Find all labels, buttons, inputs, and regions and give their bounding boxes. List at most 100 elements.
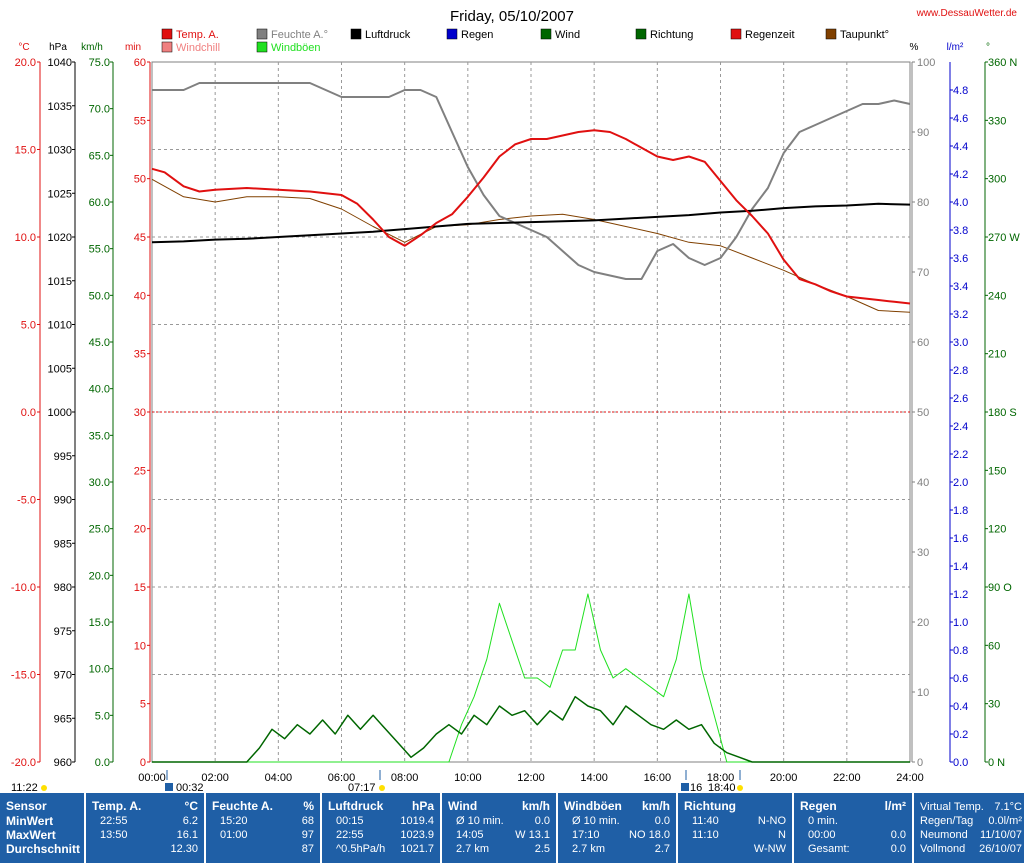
tick-label-wind: 40.0 <box>89 384 110 396</box>
sun-icon <box>379 785 385 791</box>
tick-label-rain: 3.4 <box>953 281 968 293</box>
tick-label-humidity: 80 <box>917 197 929 209</box>
tick-label-rain: 3.2 <box>953 309 968 321</box>
tick-label-direction: 360 N <box>988 57 1017 69</box>
legend: Temp. A.Windchill Feuchte A.°Windböen Luft… <box>161 28 889 54</box>
x-tick-label: 22:00 <box>833 772 861 784</box>
chart-title: Friday, 05/10/2007 <box>450 8 574 25</box>
tick-label-pressure: 960 <box>54 757 72 769</box>
panel-misc-value: 7.1°C <box>994 801 1022 813</box>
unit-wind: km/h <box>81 42 103 53</box>
panel-time: 2.7 km <box>456 843 490 855</box>
timeline-mark: 11:22 <box>11 782 38 793</box>
panel-value: 1023.9 <box>400 829 434 841</box>
panel-row-label: MaxWert <box>6 828 56 842</box>
tick-label-wind: 5.0 <box>95 710 110 722</box>
panel-time: 00:15 <box>336 815 364 827</box>
tick-label-temp: -5.0 <box>17 495 36 507</box>
tick-label-wind: 70.0 <box>89 104 110 116</box>
panel-col-direction: Richtung 11:40 N-NO 11:10 N W-NW <box>678 793 794 863</box>
panel-value: 12.30 <box>170 843 198 855</box>
tick-label-temp: 0.0 <box>21 407 36 419</box>
tick-label-rain: 0.8 <box>953 645 968 657</box>
timeline-mark: 00:32 <box>176 782 204 793</box>
panel-col-sensor: Sensor MinWert MaxWert Durchschnitt <box>0 793 86 863</box>
tick-label-pressure: 1010 <box>48 320 72 332</box>
tick-label-direction: 210 <box>988 349 1006 361</box>
panel-title: Luftdruck <box>328 799 384 813</box>
stats-panel: Sensor MinWert MaxWert Durchschnitt Temp. A.… <box>0 793 1024 863</box>
x-tick-label: 16:00 <box>644 772 672 784</box>
panel-col-temp: Temp. A. °C 22:55 6.2 13:50 16.1 12.30 <box>86 793 206 863</box>
tick-label-raintime: 10 <box>134 640 146 652</box>
legend-swatch <box>446 28 458 40</box>
unit-direction: ° <box>986 42 990 53</box>
moon-icon <box>681 783 689 791</box>
tick-label-wind: 35.0 <box>89 430 110 442</box>
panel-title: Richtung <box>684 799 736 813</box>
panel-row-label: Durchschnitt <box>6 842 81 856</box>
tick-label-temp: 10.0 <box>15 232 36 244</box>
panel-title: Temp. A. <box>92 799 142 813</box>
legend-swatch <box>635 28 647 40</box>
legend-label: Luftdruck <box>365 29 411 41</box>
panel-value: 1019.4 <box>400 815 434 827</box>
sun-icon <box>737 785 743 791</box>
tick-label-pressure: 985 <box>54 538 72 550</box>
legend-label: Regenzeit <box>745 29 795 41</box>
panel-col-gusts: Windböen km/h Ø 10 min. 0.0 17:10 NO 18.0 2.7 … <box>558 793 678 863</box>
panel-misc-label: Regen/Tag <box>920 815 974 827</box>
tick-label-direction: 150 <box>988 465 1006 477</box>
tick-label-rain: 0.2 <box>953 729 968 741</box>
tick-label-rain: 1.6 <box>953 533 968 545</box>
tick-label-rain: 4.4 <box>953 141 968 153</box>
panel-unit: °C <box>184 799 198 813</box>
unit-rain: l/m² <box>947 42 964 53</box>
legend-label: Feuchte A.° <box>271 29 328 41</box>
tick-label-pressure: 1020 <box>48 232 72 244</box>
site-link[interactable]: www.DessauWetter.de <box>916 8 1018 19</box>
panel-col-pressure: Luftdruck hPa 00:15 1019.4 22:55 1023.9 ^0.5hP… <box>322 793 442 863</box>
panel-value: 1021.7 <box>400 843 434 855</box>
tick-label-humidity: 60 <box>917 337 929 349</box>
panel-unit: km/h <box>641 799 670 813</box>
tick-label-wind: 60.0 <box>89 197 110 209</box>
tick-label-rain: 4.2 <box>953 169 968 181</box>
tick-label-pressure: 990 <box>54 495 72 507</box>
tick-label-humidity: 90 <box>917 127 929 139</box>
panel-value: 2.7 <box>654 843 670 855</box>
axes: 20.015.010.05.00.0-5.0-10.0-15.0-20.0104… <box>11 57 1020 784</box>
unit-temp: °C <box>18 42 29 53</box>
tick-label-wind: 65.0 <box>89 150 110 162</box>
tick-label-humidity: 10 <box>917 687 929 699</box>
tick-label-temp: 5.0 <box>21 320 36 332</box>
legend-swatch <box>161 28 173 40</box>
x-tick-label: 02:00 <box>201 772 229 784</box>
tick-label-rain: 2.6 <box>953 393 968 405</box>
panel-time: Ø 10 min. <box>572 815 620 827</box>
legend-swatch <box>730 28 742 40</box>
tick-label-temp: -20.0 <box>11 757 36 769</box>
tick-label-direction: 0 N <box>988 757 1005 769</box>
tick-label-rain: 2.4 <box>953 421 968 433</box>
unit-pressure: hPa <box>49 42 67 53</box>
tick-label-rain: 4.0 <box>953 197 968 209</box>
panel-time: 15:20 <box>220 815 248 827</box>
panel-title: Windböen <box>564 799 622 813</box>
panel-value: 2.5 <box>534 843 550 855</box>
legend-swatch <box>256 28 268 40</box>
panel-col-misc: Virtual Temp. 7.1°C Regen/Tag 0.0l/m² Neumon… <box>914 793 1024 863</box>
tick-label-humidity: 70 <box>917 267 929 279</box>
tick-label-rain: 0.4 <box>953 701 968 713</box>
series-taupunkt <box>151 178 911 313</box>
legend-label: Taupunkt° <box>840 29 889 41</box>
panel-unit: hPa <box>411 799 434 813</box>
x-tick-label: 04:00 <box>265 772 293 784</box>
panel-value: 0.0 <box>890 829 906 841</box>
x-tick-label: 18:00 <box>707 772 735 784</box>
x-tick-label: 08:00 <box>391 772 419 784</box>
tick-label-pressure: 1015 <box>48 276 72 288</box>
tick-label-raintime: 40 <box>134 290 146 302</box>
tick-label-raintime: 35 <box>134 349 146 361</box>
tick-label-rain: 3.8 <box>953 225 968 237</box>
